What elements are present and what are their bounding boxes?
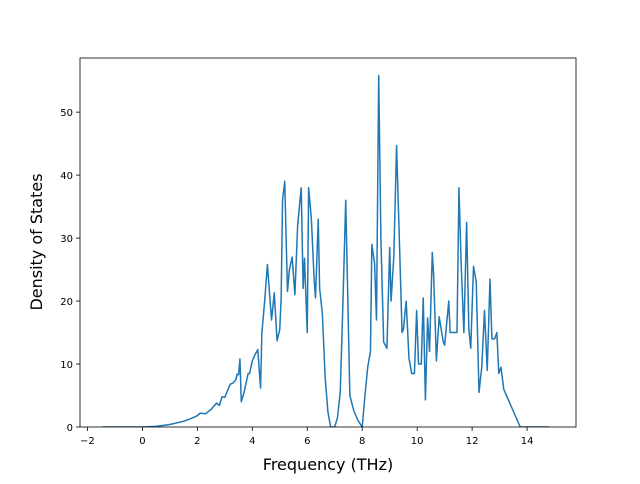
plot-frame <box>79 57 577 428</box>
y-tick-label: 50 <box>60 108 73 119</box>
x-tick-label: 0 <box>139 436 145 447</box>
y-tick-label: 20 <box>60 297 73 308</box>
y-tick-label: 30 <box>60 234 73 245</box>
x-tick-label: 8 <box>359 436 365 447</box>
x-tick-label: 4 <box>249 436 255 447</box>
y-tick-label: 0 <box>67 423 73 434</box>
x-tick-label: 6 <box>304 436 310 447</box>
y-axis-label: Density of States <box>27 173 46 310</box>
x-tick-label: 12 <box>466 436 479 447</box>
y-tick-label: 40 <box>60 171 73 182</box>
x-axis-label: Frequency (THz) <box>263 455 393 474</box>
x-tick-label: −2 <box>80 436 95 447</box>
data-line <box>102 74 550 427</box>
x-tick-label: 2 <box>194 436 200 447</box>
x-tick-label: 14 <box>521 436 534 447</box>
x-tick-label: 10 <box>411 436 424 447</box>
y-tick-label: 10 <box>60 360 73 371</box>
